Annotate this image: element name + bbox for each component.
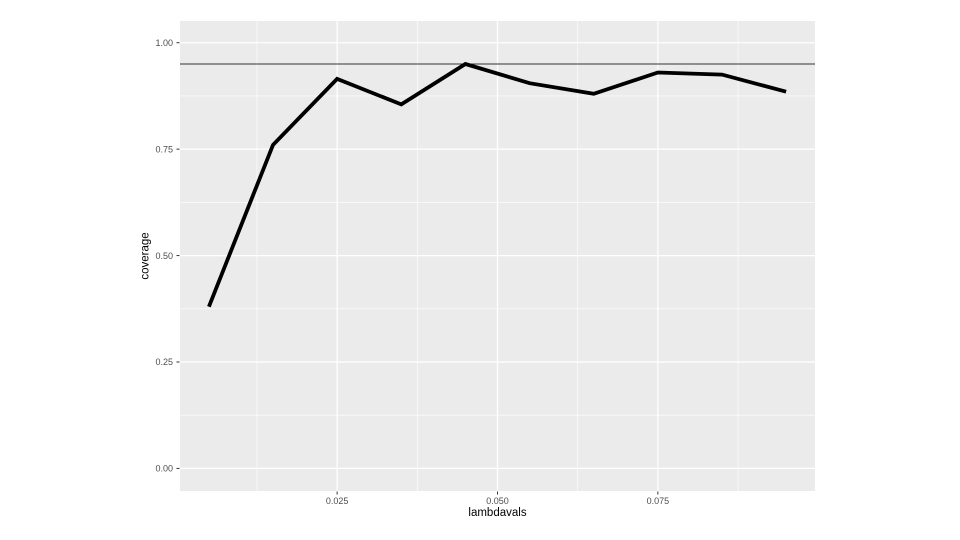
y-tick-label: 0.50 — [155, 251, 173, 261]
y-axis-title: coverage — [139, 232, 152, 280]
coverage-line — [207, 61, 787, 308]
y-tick-label: 0.00 — [155, 464, 173, 474]
x-tick-label: 0.075 — [647, 496, 670, 506]
y-tick-label: 0.75 — [155, 144, 173, 154]
x-tick-label: 0.025 — [326, 496, 349, 506]
x-tick-label: 0.050 — [486, 496, 509, 506]
y-tick-label: 1.00 — [155, 38, 173, 48]
y-tick-label: 0.25 — [155, 357, 173, 367]
x-axis-title: lambdavals — [468, 507, 527, 519]
